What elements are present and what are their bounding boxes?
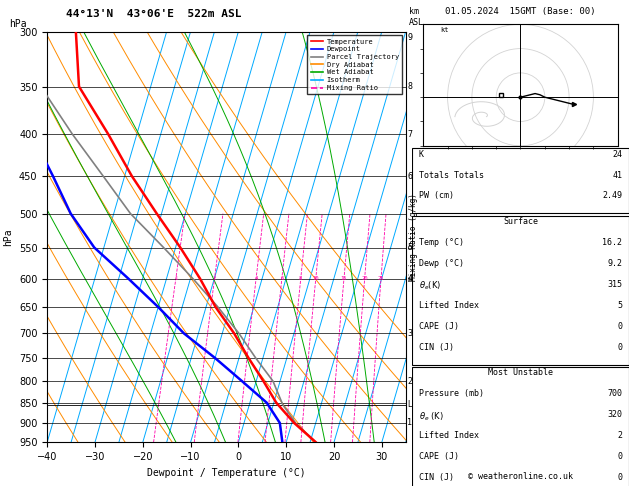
Text: 9: 9 [408,33,413,42]
X-axis label: Dewpoint / Temperature (°C): Dewpoint / Temperature (°C) [147,468,306,478]
Text: 2: 2 [618,431,623,440]
Text: LCL: LCL [408,400,421,409]
Text: 15: 15 [341,276,347,281]
Text: $\theta_e$ (K): $\theta_e$ (K) [418,410,443,423]
Text: 2: 2 [408,377,413,385]
Text: 4: 4 [255,276,258,281]
Text: 8: 8 [299,276,303,281]
Text: 0: 0 [618,452,623,461]
Text: Mixing Ratio (g/kg): Mixing Ratio (g/kg) [409,193,418,281]
Text: CAPE (J): CAPE (J) [418,452,459,461]
Text: $\theta_e$(K): $\theta_e$(K) [418,280,441,293]
Text: PW (cm): PW (cm) [418,191,454,201]
Text: 315: 315 [608,280,623,289]
Text: 20: 20 [362,276,368,281]
Text: Surface: Surface [503,217,538,226]
Text: 41: 41 [613,171,623,180]
Text: 44°13'N  43°06'E  522m ASL: 44°13'N 43°06'E 522m ASL [66,9,242,19]
Text: 2.49: 2.49 [603,191,623,201]
Text: 0: 0 [618,473,623,482]
Text: 2: 2 [213,276,216,281]
Y-axis label: hPa: hPa [3,228,13,246]
Text: 16.2: 16.2 [603,238,623,247]
Text: 6: 6 [280,276,284,281]
Text: hPa: hPa [9,19,27,29]
Text: 25: 25 [378,276,384,281]
Bar [412,367,629,486]
Text: CAPE (J): CAPE (J) [418,322,459,331]
Text: 9.2: 9.2 [608,259,623,268]
Text: 3: 3 [408,329,413,338]
Text: Most Unstable: Most Unstable [488,368,553,378]
Text: Temp (°C): Temp (°C) [418,238,464,247]
Text: K: K [418,150,423,159]
Bar [412,148,629,213]
Text: 6: 6 [408,172,413,180]
Text: CIN (J): CIN (J) [418,473,454,482]
Legend: Temperature, Dewpoint, Parcel Trajectory, Dry Adiabat, Wet Adiabat, Isotherm, Mi: Temperature, Dewpoint, Parcel Trajectory… [307,35,402,94]
Text: Pressure (mb): Pressure (mb) [418,389,484,399]
Text: km
ASL: km ASL [409,7,424,27]
Text: Lifted Index: Lifted Index [418,431,479,440]
Text: 700: 700 [608,389,623,399]
Text: 8: 8 [408,82,413,91]
Text: Dewp (°C): Dewp (°C) [418,259,464,268]
Bar [412,216,629,364]
Text: 01.05.2024  15GMT (Base: 00): 01.05.2024 15GMT (Base: 00) [445,7,596,17]
Text: Lifted Index: Lifted Index [418,301,479,310]
Text: 1: 1 [408,418,413,428]
Text: 0: 0 [618,343,623,352]
Text: 5: 5 [618,301,623,310]
Text: 320: 320 [608,410,623,419]
Text: 10: 10 [313,276,319,281]
Text: 4+: 4+ [408,274,418,283]
Text: 7: 7 [408,130,413,139]
Text: 0: 0 [618,322,623,331]
Text: 5: 5 [408,243,413,252]
Text: 1: 1 [174,276,177,281]
Text: CIN (J): CIN (J) [418,343,454,352]
Text: 24: 24 [613,150,623,159]
Text: © weatheronline.co.uk: © weatheronline.co.uk [468,472,573,481]
Text: Totals Totals: Totals Totals [418,171,484,180]
